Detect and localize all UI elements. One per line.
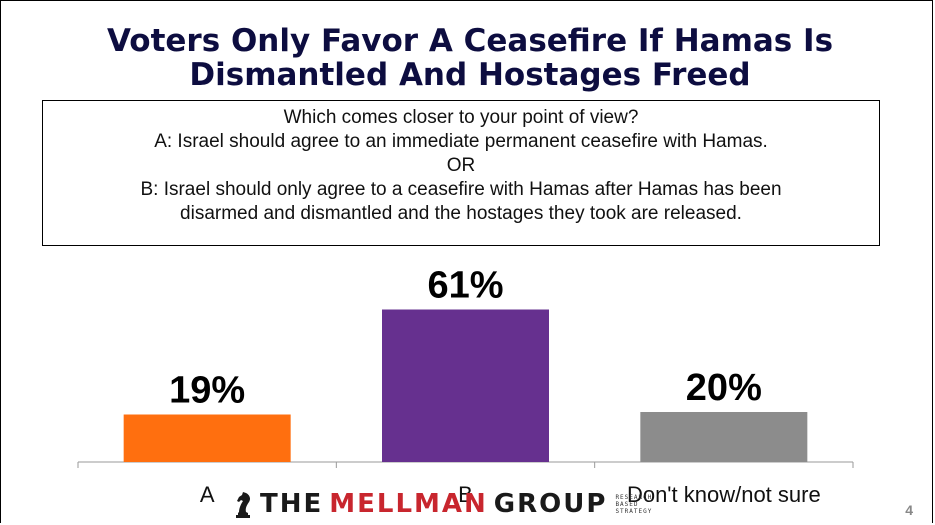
bar-1 bbox=[382, 309, 549, 462]
question-line: disarmed and dismantled and the hostages… bbox=[180, 203, 742, 224]
x-tick-label-1: B bbox=[458, 482, 473, 507]
logo-group: GROUP bbox=[493, 489, 608, 519]
logo-mellman: MELLMAN bbox=[329, 489, 488, 519]
title-line-1: Voters Only Favor A Ceasefire If Hamas I… bbox=[106, 23, 834, 59]
logo-tagline-line: STRATEGY bbox=[615, 507, 653, 515]
question-box: Which comes closer to your point of view… bbox=[42, 100, 880, 246]
question-line: B: Israel should only agree to a ceasefi… bbox=[140, 179, 782, 200]
logo-the: THE bbox=[260, 489, 324, 519]
data-label-2: 20% bbox=[686, 367, 762, 409]
logo-tagline-line: BASED bbox=[615, 500, 639, 508]
page-number: 4 bbox=[905, 502, 913, 518]
logo-tagline-line: RESEARCH bbox=[615, 493, 653, 501]
title-line-2: Dismantled And Hostages Freed bbox=[189, 57, 751, 93]
x-tick-label-2: Don't know/not sure bbox=[627, 482, 821, 507]
bar-2 bbox=[640, 412, 808, 462]
question-line: A: Israel should agree to an immediate p… bbox=[154, 131, 768, 152]
bar-0 bbox=[123, 414, 291, 462]
logo-tagline: RESEARCH BASED STRATEGY bbox=[615, 494, 652, 515]
data-label-0: 19% bbox=[169, 370, 245, 412]
x-tick-label-0: A bbox=[200, 482, 215, 507]
question-line: Which comes closer to your point of view… bbox=[283, 107, 639, 128]
data-label-1: 61% bbox=[427, 265, 503, 307]
slide-title: Voters Only Favor A Ceasefire If Hamas I… bbox=[40, 24, 900, 92]
question-line: OR bbox=[446, 155, 476, 176]
mellman-group-logo: THE MELLMAN GROUP RESEARCH BASED STRATEG… bbox=[232, 486, 652, 522]
chess-knight-icon bbox=[236, 492, 250, 518]
